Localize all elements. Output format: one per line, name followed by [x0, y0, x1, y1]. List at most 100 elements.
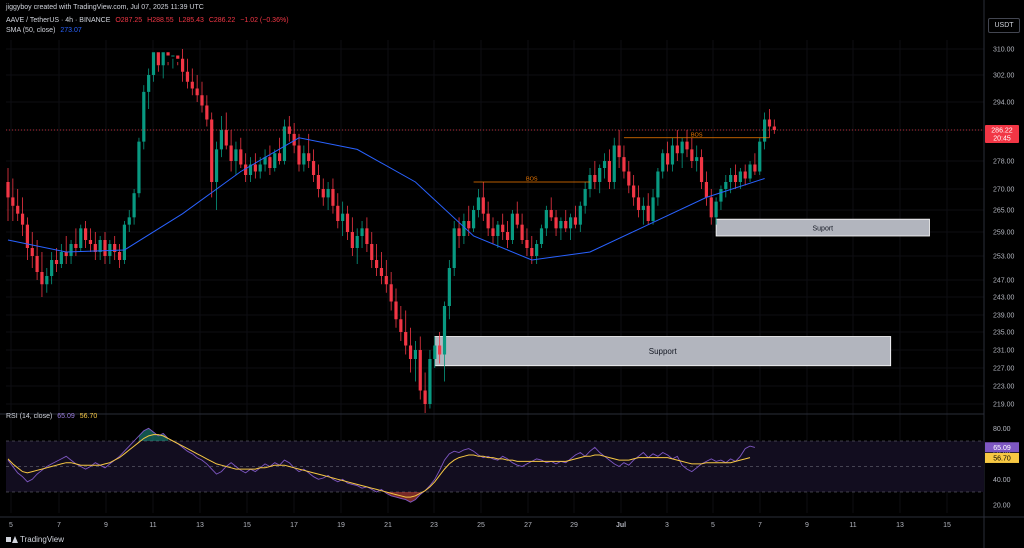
sma-50-line	[7, 137, 765, 261]
price-tick-label: 278.00	[993, 159, 1015, 166]
candle-body	[74, 244, 78, 248]
price-label-bg	[985, 125, 1019, 143]
candle-body	[491, 228, 495, 236]
candle-body	[122, 224, 126, 260]
price-label-value: 286.22	[991, 128, 1013, 135]
candle-body	[515, 213, 519, 225]
currency-button[interactable]: USDT	[988, 18, 1020, 33]
date-tick-label: 11	[849, 522, 856, 529]
candle-body	[11, 197, 15, 206]
candle-body	[573, 217, 578, 225]
rsi-tick-label: 20.00	[993, 502, 1011, 509]
price-tick-label: 235.00	[993, 330, 1015, 337]
rsi-ma-value: 56.70	[79, 413, 98, 420]
candle-body	[69, 244, 73, 256]
candle-body	[472, 210, 476, 229]
candle-body	[767, 119, 772, 127]
candle-body	[316, 175, 320, 189]
price-label-countdown: 20:45	[993, 136, 1011, 143]
candle-body	[408, 345, 413, 359]
candle-body	[535, 244, 539, 256]
candle-body	[45, 276, 49, 285]
rsi-ma-line	[7, 434, 751, 498]
candle-body	[287, 126, 291, 134]
rsi-value: 65.09	[57, 413, 75, 420]
candle-body	[200, 95, 204, 106]
price-tick-label: 231.00	[993, 348, 1015, 355]
candle-body	[50, 260, 54, 276]
candle-body	[743, 171, 747, 179]
candle-body	[661, 153, 665, 172]
candle-body	[772, 126, 776, 130]
candle-body	[379, 268, 384, 276]
date-tick-label: 11	[149, 522, 156, 529]
candle-body	[753, 164, 757, 172]
candle-body	[564, 221, 568, 229]
candle-body	[25, 224, 29, 248]
candle-body	[476, 197, 481, 210]
candle-body	[699, 157, 704, 182]
tradingview-logo[interactable]: TradingView	[6, 535, 64, 544]
candle-body	[20, 213, 25, 225]
candle-body	[132, 193, 136, 218]
rsi-value-tag: 65.09	[993, 445, 1011, 452]
tradingview-brand: TradingView	[20, 535, 65, 544]
candle-body	[98, 240, 102, 252]
candle-body	[404, 332, 408, 346]
date-tick-label: 15	[243, 522, 251, 529]
candle-body	[394, 301, 398, 320]
candle-body	[137, 141, 141, 194]
candle-body	[583, 189, 587, 206]
candle-body	[93, 244, 97, 252]
candle-body	[530, 248, 534, 256]
date-tick-label: 29	[570, 522, 578, 529]
date-tick-label: 17	[290, 522, 298, 529]
date-tick-label: 5	[711, 522, 715, 529]
legend-symbol: AAVE / TetherUS · 4h · BINANCE	[6, 17, 111, 24]
candle-body	[375, 260, 379, 268]
candle-body	[360, 228, 364, 236]
rsi-pane	[6, 427, 984, 503]
candle-body	[181, 58, 185, 72]
candle-body	[113, 244, 117, 252]
candle-body	[341, 213, 345, 221]
candle-body	[35, 256, 39, 272]
candle-body	[433, 345, 437, 359]
price-tick-label: 239.00	[993, 313, 1015, 320]
candle-body	[559, 221, 563, 229]
candle-body	[651, 197, 655, 221]
date-tick-label: 15	[943, 522, 951, 529]
candle-body	[258, 164, 262, 172]
rsi-ma-value-tag-bg	[985, 452, 1019, 463]
legend-high: H288.55	[147, 17, 174, 24]
sma-label: SMA (50, close)	[6, 27, 56, 34]
price-tick-label: 294.00	[993, 100, 1015, 107]
legend-rsi: RSI (14, close) 65.09 56.70	[6, 413, 100, 420]
date-tick-label: 19	[337, 522, 345, 529]
candle-body	[554, 217, 558, 229]
date-tick-label: 3	[665, 522, 669, 529]
candle-body	[462, 221, 466, 236]
candle-body	[176, 55, 180, 59]
candle-body	[510, 213, 514, 240]
candle-body	[690, 149, 694, 161]
candle-body	[384, 276, 388, 285]
rsi-ma-value-tag: 56.70	[993, 455, 1011, 462]
price-tick-label: 265.00	[993, 208, 1015, 215]
candle-body	[539, 228, 544, 244]
candle-body	[763, 119, 767, 142]
candle-body	[481, 197, 485, 214]
candle-body	[54, 260, 59, 264]
price-tick-label: 302.00	[993, 73, 1015, 80]
date-tick-label: 23	[430, 522, 438, 529]
legend-open: O287.25	[115, 17, 143, 24]
support-zone-small-label: Suport	[812, 226, 833, 233]
candle-body	[418, 350, 422, 391]
candle-body	[627, 171, 631, 186]
candle-body	[244, 164, 248, 175]
candle-body	[423, 390, 427, 404]
candle-body	[724, 182, 728, 189]
candle-body	[84, 228, 88, 240]
candle-body	[729, 175, 733, 182]
